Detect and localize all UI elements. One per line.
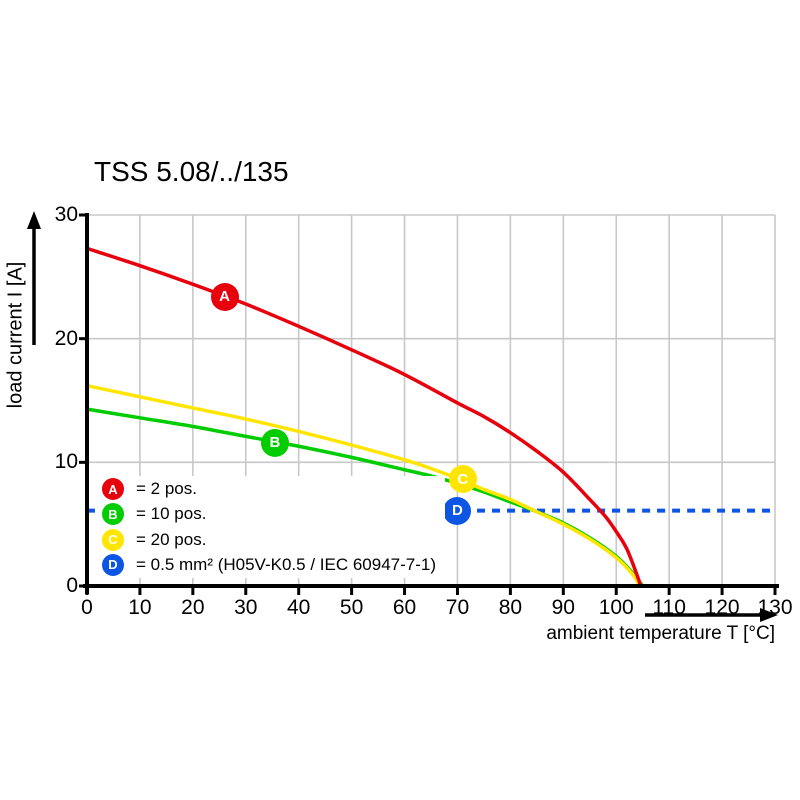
x-tick-label: 130 — [757, 596, 793, 619]
curve-a — [85, 246, 643, 588]
legend-badge-d: D — [102, 553, 124, 576]
y-tick-label: 20 — [54, 326, 78, 350]
x-tick-label: 40 — [287, 596, 311, 619]
x-axis-arrow-head — [760, 608, 778, 622]
x-tick-label: 90 — [551, 596, 575, 619]
x-tick-label: 10 — [128, 596, 152, 619]
x-tick-label: 70 — [445, 596, 470, 619]
legend-item-c: C = 20 pos. — [99, 528, 445, 552]
curve-marker-d: D — [443, 496, 472, 525]
y-tick-label: 30 — [54, 203, 78, 226]
legend-item-d: D = 0.5 mm² (H05V-K0.5 / IEC 60947-7-1) — [99, 553, 445, 577]
x-tick-label: 0 — [81, 596, 93, 619]
x-tick-label: 80 — [498, 596, 523, 619]
legend-label-c: = 20 pos. — [136, 529, 207, 549]
y-tick-label: 10 — [54, 450, 78, 474]
x-tick-label: 110 — [652, 596, 686, 619]
y-axis-label: load current I [A] — [4, 261, 27, 409]
curve-marker-c: C — [448, 465, 477, 494]
x-tick-label: 30 — [234, 596, 258, 619]
legend-item-b: B = 10 pos. — [99, 502, 445, 526]
x-tick-label: 50 — [339, 596, 364, 619]
x-axis-label: ambient temperature T [°C] — [546, 623, 775, 644]
legend-badge-a: A — [102, 478, 124, 500]
curve-marker-a: A — [210, 282, 239, 311]
curve-marker-b: B — [260, 428, 289, 457]
x-tick-label: 60 — [392, 596, 417, 619]
page-title: TSS 5.08/../135 — [94, 156, 289, 187]
x-tick-label: 20 — [181, 596, 205, 619]
legend-badge-c: C — [102, 528, 124, 551]
x-tick-label: 100 — [598, 596, 634, 619]
legend: A = 2 pos. B = 10 pos. C = 20 pos. D = 0… — [99, 476, 445, 578]
legend-label-b: = 10 pos. — [136, 504, 207, 524]
legend-item-a: A = 2 pos. — [99, 477, 445, 501]
y-tick-label: 0 — [66, 574, 78, 597]
x-tick-label: 120 — [704, 596, 740, 619]
legend-label-d: = 0.5 mm² (H05V-K0.5 / IEC 60947-7-1) — [136, 554, 436, 574]
legend-label-a: = 2 pos. — [136, 479, 197, 498]
y-axis-arrow-head — [27, 211, 41, 229]
legend-badge-b: B — [102, 503, 124, 526]
